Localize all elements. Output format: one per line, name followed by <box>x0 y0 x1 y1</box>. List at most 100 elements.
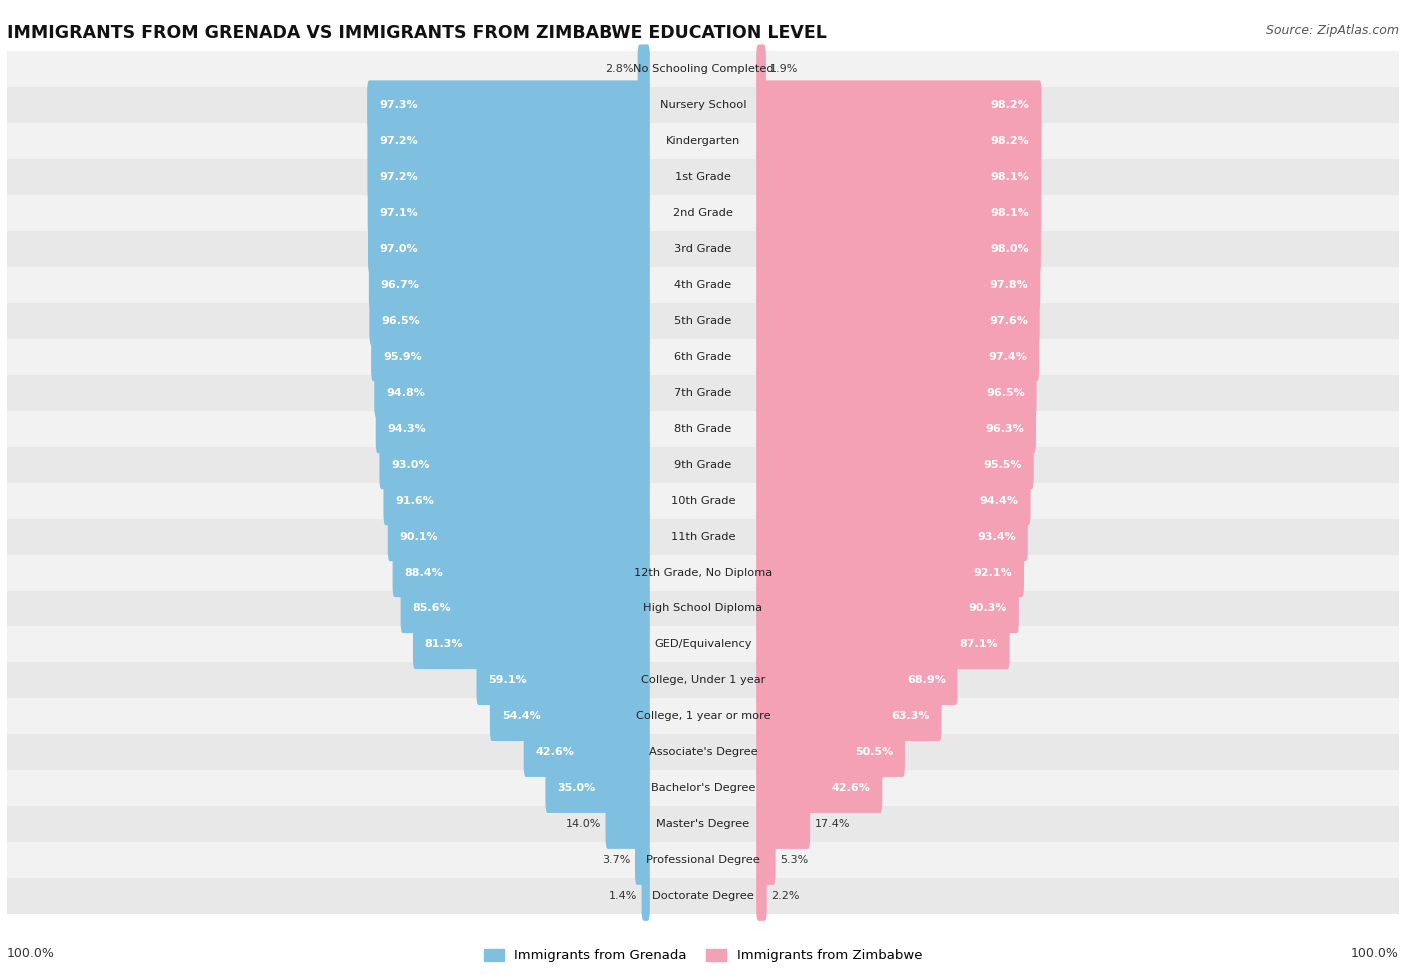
FancyBboxPatch shape <box>523 727 650 777</box>
Text: 92.1%: 92.1% <box>973 567 1012 577</box>
FancyBboxPatch shape <box>756 692 942 741</box>
FancyBboxPatch shape <box>637 45 650 94</box>
Text: 81.3%: 81.3% <box>425 640 464 649</box>
FancyBboxPatch shape <box>7 591 1399 627</box>
FancyBboxPatch shape <box>7 770 1399 806</box>
Text: 12th Grade, No Diploma: 12th Grade, No Diploma <box>634 567 772 577</box>
Text: 5.3%: 5.3% <box>780 855 808 865</box>
FancyBboxPatch shape <box>7 374 1399 410</box>
FancyBboxPatch shape <box>7 806 1399 842</box>
Text: 88.4%: 88.4% <box>405 567 443 577</box>
Text: 1.9%: 1.9% <box>770 64 799 74</box>
Text: 2nd Grade: 2nd Grade <box>673 208 733 217</box>
Text: 63.3%: 63.3% <box>891 712 929 722</box>
Text: 3.7%: 3.7% <box>602 855 631 865</box>
Text: 42.6%: 42.6% <box>536 748 575 758</box>
Text: 96.5%: 96.5% <box>986 388 1025 398</box>
FancyBboxPatch shape <box>367 80 650 130</box>
Text: 97.2%: 97.2% <box>380 172 418 182</box>
FancyBboxPatch shape <box>7 698 1399 734</box>
FancyBboxPatch shape <box>489 692 650 741</box>
Text: 4th Grade: 4th Grade <box>675 280 731 290</box>
Text: High School Diploma: High School Diploma <box>644 604 762 613</box>
Text: 91.6%: 91.6% <box>395 495 434 506</box>
Text: 93.4%: 93.4% <box>977 531 1017 541</box>
Text: 8th Grade: 8th Grade <box>675 424 731 434</box>
FancyBboxPatch shape <box>756 404 1036 453</box>
FancyBboxPatch shape <box>756 512 1028 562</box>
Text: 90.1%: 90.1% <box>399 531 439 541</box>
FancyBboxPatch shape <box>388 512 650 562</box>
FancyBboxPatch shape <box>641 872 650 920</box>
FancyBboxPatch shape <box>368 188 650 238</box>
Text: Master's Degree: Master's Degree <box>657 819 749 830</box>
Text: 100.0%: 100.0% <box>7 947 55 960</box>
FancyBboxPatch shape <box>546 763 650 813</box>
FancyBboxPatch shape <box>7 734 1399 770</box>
Text: 97.1%: 97.1% <box>380 208 419 217</box>
Text: 59.1%: 59.1% <box>488 676 527 685</box>
FancyBboxPatch shape <box>636 836 650 885</box>
Text: 98.2%: 98.2% <box>991 100 1029 110</box>
Text: 42.6%: 42.6% <box>831 783 870 794</box>
Text: GED/Equivalency: GED/Equivalency <box>654 640 752 649</box>
FancyBboxPatch shape <box>756 45 766 94</box>
FancyBboxPatch shape <box>756 836 776 885</box>
FancyBboxPatch shape <box>7 338 1399 374</box>
FancyBboxPatch shape <box>756 224 1040 273</box>
FancyBboxPatch shape <box>7 555 1399 591</box>
FancyBboxPatch shape <box>756 440 1033 489</box>
FancyBboxPatch shape <box>413 620 650 669</box>
Text: 2.8%: 2.8% <box>605 64 633 74</box>
Text: 97.2%: 97.2% <box>380 136 418 146</box>
Text: 95.9%: 95.9% <box>382 352 422 362</box>
FancyBboxPatch shape <box>7 447 1399 483</box>
FancyBboxPatch shape <box>375 404 650 453</box>
Text: 94.4%: 94.4% <box>980 495 1019 506</box>
Text: 98.1%: 98.1% <box>991 208 1029 217</box>
Text: 100.0%: 100.0% <box>1351 947 1399 960</box>
Text: 50.5%: 50.5% <box>855 748 893 758</box>
FancyBboxPatch shape <box>374 369 650 417</box>
Text: 98.0%: 98.0% <box>990 244 1029 254</box>
Text: IMMIGRANTS FROM GRENADA VS IMMIGRANTS FROM ZIMBABWE EDUCATION LEVEL: IMMIGRANTS FROM GRENADA VS IMMIGRANTS FR… <box>7 24 827 42</box>
Text: Doctorate Degree: Doctorate Degree <box>652 891 754 901</box>
FancyBboxPatch shape <box>756 763 883 813</box>
FancyBboxPatch shape <box>401 584 650 633</box>
FancyBboxPatch shape <box>7 627 1399 662</box>
FancyBboxPatch shape <box>380 440 650 489</box>
Text: 97.6%: 97.6% <box>988 316 1028 326</box>
FancyBboxPatch shape <box>606 800 650 849</box>
FancyBboxPatch shape <box>477 656 650 705</box>
Text: Kindergarten: Kindergarten <box>666 136 740 146</box>
FancyBboxPatch shape <box>7 483 1399 519</box>
Text: 97.3%: 97.3% <box>380 100 418 110</box>
FancyBboxPatch shape <box>7 842 1399 878</box>
FancyBboxPatch shape <box>7 519 1399 555</box>
Text: 35.0%: 35.0% <box>557 783 596 794</box>
FancyBboxPatch shape <box>7 123 1399 159</box>
FancyBboxPatch shape <box>7 159 1399 195</box>
Text: 54.4%: 54.4% <box>502 712 540 722</box>
Text: 17.4%: 17.4% <box>814 819 851 830</box>
Text: 1.4%: 1.4% <box>609 891 637 901</box>
FancyBboxPatch shape <box>367 152 650 202</box>
FancyBboxPatch shape <box>756 369 1036 417</box>
FancyBboxPatch shape <box>756 188 1042 238</box>
Text: 98.1%: 98.1% <box>991 172 1029 182</box>
Text: 97.8%: 97.8% <box>990 280 1028 290</box>
Text: Nursery School: Nursery School <box>659 100 747 110</box>
FancyBboxPatch shape <box>7 231 1399 267</box>
Text: 85.6%: 85.6% <box>412 604 451 613</box>
Text: Professional Degree: Professional Degree <box>647 855 759 865</box>
Text: 68.9%: 68.9% <box>907 676 946 685</box>
Text: 90.3%: 90.3% <box>969 604 1007 613</box>
Text: Source: ZipAtlas.com: Source: ZipAtlas.com <box>1265 24 1399 37</box>
FancyBboxPatch shape <box>7 195 1399 231</box>
FancyBboxPatch shape <box>392 548 650 597</box>
Text: 96.5%: 96.5% <box>381 316 420 326</box>
FancyBboxPatch shape <box>367 116 650 166</box>
Text: 5th Grade: 5th Grade <box>675 316 731 326</box>
Text: 96.7%: 96.7% <box>381 280 419 290</box>
Text: 1st Grade: 1st Grade <box>675 172 731 182</box>
